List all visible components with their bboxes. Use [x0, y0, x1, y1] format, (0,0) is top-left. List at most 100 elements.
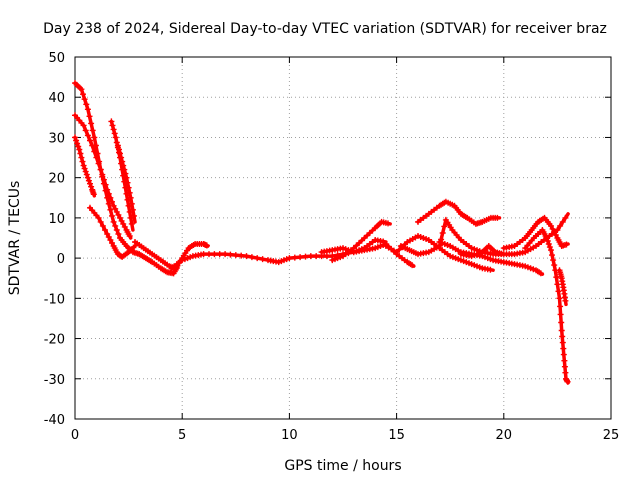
data-point-marker	[259, 256, 266, 263]
x-tick-label: 15	[388, 428, 405, 443]
data-point-marker	[87, 180, 93, 187]
data-point-marker	[562, 297, 569, 304]
data-point-marker	[95, 214, 102, 221]
data-point-marker	[85, 177, 92, 184]
data-point-marker	[100, 176, 107, 183]
data-point-marker	[109, 198, 115, 205]
data-point-marker	[84, 174, 91, 181]
data-point-marker	[83, 101, 90, 108]
data-point-marker	[560, 351, 567, 358]
data-point-marker	[560, 345, 567, 352]
plot-frame	[74, 56, 612, 420]
data-point-marker	[563, 241, 570, 248]
y-tick-label: 40	[48, 91, 65, 106]
data-point-marker	[111, 130, 118, 137]
data-point-marker	[551, 262, 558, 269]
axis-ticks: 0 5 10 15 20 25 50 40 30 20 10 0 -10 -20 -30 -40	[44, 51, 620, 443]
data-point-marker	[131, 212, 137, 219]
data-point-marker	[254, 255, 261, 262]
data-point-marker	[307, 253, 314, 260]
data-series	[72, 80, 571, 385]
data-point-marker	[537, 270, 544, 277]
chart-title: Day 238 of 2024, Sidereal Day-to-day VTE…	[43, 21, 607, 37]
data-point-marker	[181, 256, 188, 263]
data-point-marker	[291, 254, 298, 261]
data-point-marker	[313, 253, 320, 260]
data-point-marker	[553, 274, 560, 281]
data-point-marker	[120, 162, 127, 169]
data-point-marker	[82, 168, 89, 175]
data-point-marker	[487, 266, 494, 273]
data-point-marker	[549, 252, 555, 259]
data-point-marker	[102, 181, 109, 188]
data-point-marker	[107, 206, 114, 213]
data-point-marker	[89, 142, 96, 149]
data-point-marker	[203, 242, 210, 249]
data-point-marker	[559, 339, 566, 346]
data-point-marker	[76, 146, 83, 153]
data-point-marker	[557, 222, 564, 229]
data-point-marker	[99, 171, 106, 178]
data-point-marker	[211, 251, 218, 258]
data-point-marker	[562, 214, 569, 221]
data-point-marker	[108, 118, 115, 125]
data-point-marker	[545, 241, 552, 247]
data-point-marker	[116, 146, 122, 153]
x-tick-label: 10	[281, 428, 298, 443]
data-point-marker	[222, 251, 229, 258]
data-point-marker	[286, 255, 293, 262]
data-point-marker	[550, 257, 557, 264]
data-point-marker	[123, 174, 130, 181]
data-point-marker	[73, 137, 80, 144]
data-point-marker	[227, 251, 234, 258]
data-point-marker	[89, 127, 96, 134]
data-point-marker	[80, 122, 87, 129]
data-point-marker	[97, 166, 104, 173]
data-point-marker	[127, 194, 134, 201]
data-point-marker	[122, 170, 129, 177]
data-point-marker	[128, 200, 135, 207]
y-tick-label: 50	[48, 51, 65, 66]
data-point-marker	[78, 86, 85, 93]
y-tick-label: 30	[48, 131, 65, 146]
data-point-marker	[83, 171, 90, 178]
data-point-marker	[561, 357, 568, 364]
data-point-marker	[81, 96, 88, 103]
data-point-marker	[121, 223, 128, 230]
y-axis-label: SDTVAR / TECUs	[7, 181, 23, 296]
data-point-marker	[113, 227, 120, 233]
x-tick-label: 5	[178, 428, 186, 443]
data-point-marker	[556, 295, 563, 302]
data-point-marker	[126, 233, 133, 239]
data-point-marker	[82, 127, 89, 134]
data-point-marker	[385, 220, 391, 227]
data-point-marker	[80, 162, 87, 169]
data-point-marker	[86, 113, 93, 120]
data-point-marker	[557, 311, 564, 318]
data-point-marker	[121, 166, 128, 173]
data-point-marker	[109, 122, 116, 129]
y-tick-label: -10	[44, 292, 65, 307]
data-point-marker	[84, 132, 91, 139]
data-point-marker	[72, 134, 78, 141]
data-point-marker	[546, 244, 553, 251]
data-point-marker	[87, 137, 93, 144]
data-point-marker	[91, 148, 98, 155]
data-point-marker	[548, 247, 554, 254]
y-tick-label: 20	[48, 172, 65, 187]
data-point-marker	[117, 150, 123, 157]
data-point-marker	[564, 378, 571, 385]
data-point-marker	[544, 238, 551, 244]
data-point-marker	[206, 251, 212, 258]
data-point-marker	[104, 186, 111, 193]
data-point-marker	[112, 134, 119, 141]
data-point-marker	[81, 165, 88, 172]
data-point-marker	[84, 106, 91, 113]
data-point-marker	[110, 218, 117, 225]
data-point-marker	[125, 184, 132, 191]
data-point-marker	[561, 363, 568, 370]
data-point-marker	[409, 262, 416, 269]
data-point-marker	[109, 212, 115, 219]
data-point-marker	[302, 253, 309, 260]
